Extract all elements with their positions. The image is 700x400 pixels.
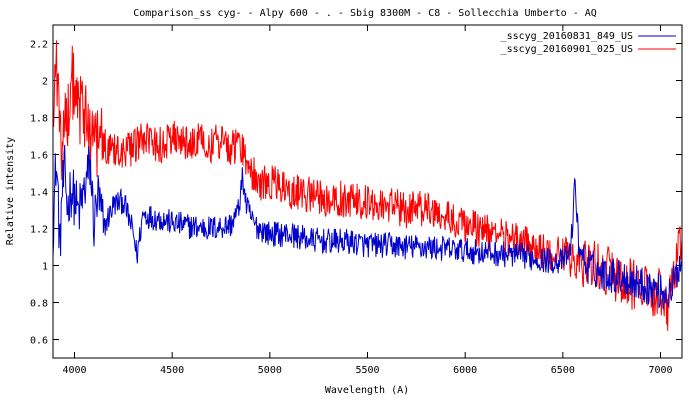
x-tick-label: 6000	[453, 365, 477, 376]
x-tick-label: 5500	[355, 365, 379, 376]
y-tick-label: 2	[42, 77, 48, 88]
legend-label-series-1: _sscyg_20160831_849_US	[501, 31, 633, 42]
y-tick-label: 1.8	[30, 114, 48, 125]
y-tick-label: 1.2	[30, 225, 48, 236]
series-layer	[52, 40, 683, 331]
x-tick-label: 7000	[648, 365, 672, 376]
series-line-2	[52, 40, 683, 331]
x-tick-label: 6500	[551, 365, 575, 376]
axis-ticks: 4000 4500 5000 5500 6000 6500 7000 0.6 0.8 1 1.2 1.…	[30, 25, 682, 376]
y-tick-label: 2.2	[30, 40, 48, 51]
y-tick-label: 0.8	[30, 299, 48, 310]
series-line-1	[52, 144, 683, 309]
x-tick-label: 4000	[62, 365, 86, 376]
legend-label-series-2: _sscyg_20160901_025_US	[501, 44, 633, 55]
y-axis-label: Relative intensity	[5, 137, 16, 245]
x-tick-label: 4500	[160, 365, 184, 376]
chart-title: Comparison_ss cyg- - Alpy 600 - . - Sbig…	[133, 8, 597, 19]
y-tick-label: 0.6	[30, 336, 48, 347]
x-axis-label: Wavelength (A)	[325, 385, 409, 396]
y-tick-label: 1	[42, 262, 48, 273]
x-tick-label: 5000	[258, 365, 282, 376]
y-tick-label: 1.6	[30, 151, 48, 162]
legend: _sscyg_20160831_849_US _sscyg_20160901_0…	[501, 31, 676, 55]
plot-frame	[52, 24, 683, 359]
y-tick-label: 1.4	[30, 188, 48, 199]
